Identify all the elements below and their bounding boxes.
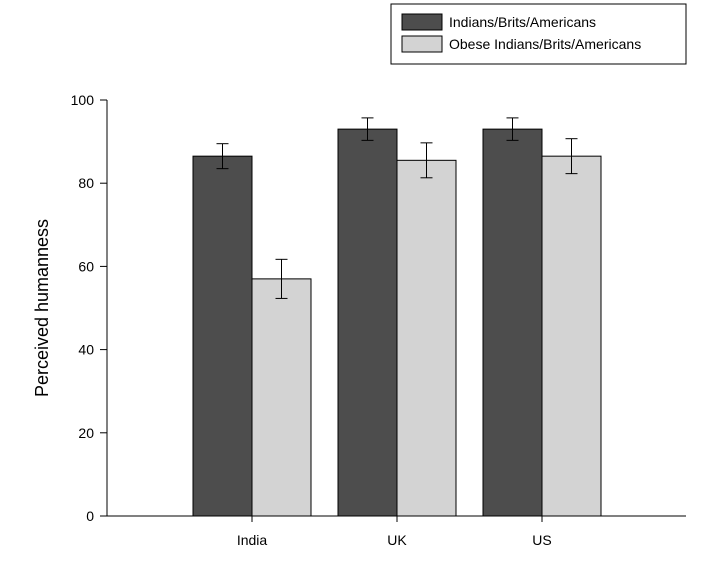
y-tick-label: 80 (78, 175, 94, 191)
bars (192, 128, 602, 517)
error-bar-uk-series-2 (420, 142, 433, 179)
bar-uk-series-1 (337, 128, 398, 517)
legend-label-obese-indians-brits-americans: Obese Indians/Brits/Americans (449, 36, 641, 52)
x-axis: India UK US (107, 515, 686, 548)
error-bar-india-series-1 (216, 143, 229, 170)
legend-box (390, 3, 687, 65)
y-tick-label: 20 (78, 425, 94, 441)
x-tick-label-uk: UK (387, 532, 407, 548)
y-axis: 0 20 40 60 80 100 (71, 92, 108, 524)
error-bar-us-series-2 (565, 138, 578, 175)
y-tick-label: 40 (78, 342, 94, 358)
bar-india-series-2 (251, 278, 312, 517)
bar-us-series-2 (541, 155, 602, 517)
legend-swatch-obese-indians-brits-americans (401, 35, 443, 53)
y-tick-label: 60 (78, 258, 94, 274)
x-tick-label-us: US (532, 532, 551, 548)
error-bar-us-series-1 (506, 117, 519, 141)
bar-india-series-1 (192, 155, 253, 517)
bar-uk-series-2 (396, 159, 457, 517)
error-bar-uk-series-1 (361, 117, 374, 141)
x-tick-label-india: India (237, 532, 268, 548)
legend: Indians/Brits/Americans Obese Indians/Br… (390, 3, 687, 65)
legend-swatch-indians-brits-americans (401, 13, 443, 31)
y-tick-label: 100 (71, 92, 95, 108)
error-bars (216, 117, 578, 299)
y-axis-title: Perceived humanness (32, 219, 52, 397)
legend-label-indians-brits-americans: Indians/Brits/Americans (449, 14, 596, 30)
y-tick-label: 0 (86, 508, 94, 524)
error-bar-india-series-2 (275, 258, 288, 299)
bar-us-series-1 (482, 128, 543, 517)
